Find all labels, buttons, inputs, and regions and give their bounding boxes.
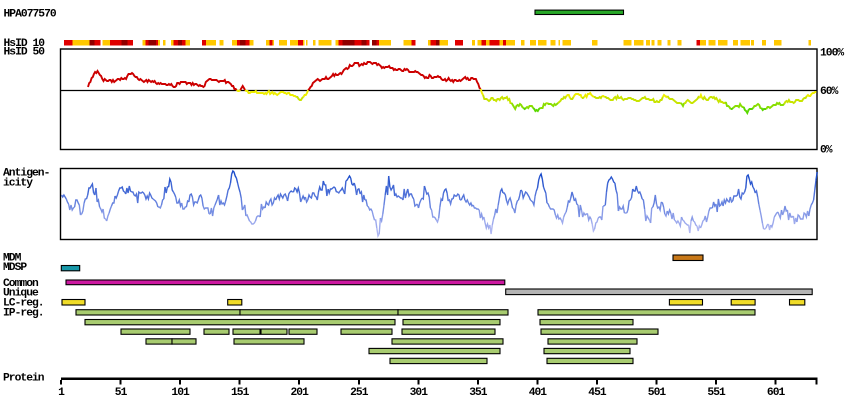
svg-text:MDSP: MDSP — [3, 262, 27, 274]
svg-text:351: 351 — [469, 387, 488, 399]
svg-text:Unique: Unique — [3, 288, 39, 300]
svg-text:0%: 0% — [820, 145, 833, 157]
svg-text:LC-reg.: LC-reg. — [3, 298, 44, 310]
svg-text:501: 501 — [648, 387, 667, 399]
svg-text:101: 101 — [171, 387, 190, 399]
svg-text:icity: icity — [3, 178, 33, 190]
svg-text:1: 1 — [58, 387, 65, 399]
svg-text:551: 551 — [707, 387, 726, 399]
svg-text:201: 201 — [290, 387, 309, 399]
svg-text:MDM: MDM — [3, 253, 22, 265]
svg-text:Antigen-: Antigen- — [3, 168, 49, 180]
svg-text:251: 251 — [350, 387, 369, 399]
svg-text:100%: 100% — [820, 48, 844, 60]
svg-text:60%: 60% — [820, 86, 839, 98]
svg-text:301: 301 — [410, 387, 429, 399]
svg-text:51: 51 — [115, 387, 128, 399]
svg-text:HsID 50: HsID 50 — [4, 47, 46, 59]
svg-text:HPA077570: HPA077570 — [4, 9, 57, 21]
svg-text:151: 151 — [231, 387, 250, 399]
svg-text:451: 451 — [588, 387, 607, 399]
svg-text:Common: Common — [3, 278, 39, 290]
svg-text:HsID 10: HsID 10 — [4, 38, 46, 50]
svg-text:401: 401 — [529, 387, 548, 399]
svg-text:Protein: Protein — [3, 373, 45, 385]
svg-text:IP-reg.: IP-reg. — [3, 307, 44, 319]
svg-text:601: 601 — [767, 387, 786, 399]
